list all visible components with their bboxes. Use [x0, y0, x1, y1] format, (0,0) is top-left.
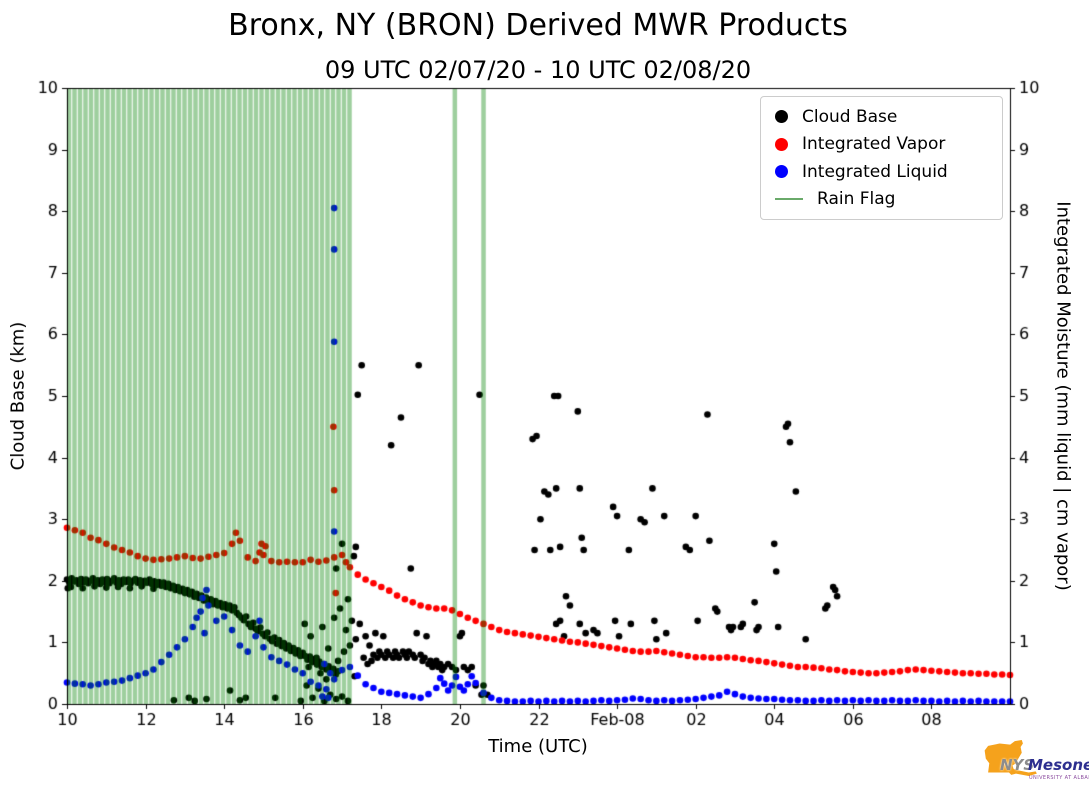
chart-subtitle: 09 UTC 02/07/20 - 10 UTC 02/08/20 [324, 56, 752, 84]
legend-item-integrated-liquid: Integrated Liquid [775, 162, 988, 182]
y-axis-label-right: Integrated Moisture (mm liquid | cm vapo… [1052, 201, 1074, 591]
legend-item-cloud-base: Cloud Base [775, 107, 988, 127]
y-axis-label-left: Cloud Base (km) [7, 321, 29, 471]
nys-mesonet-logo: NYS Mesonet UNIVERSITY AT ALBANY [980, 731, 1089, 801]
rain-flag-line-icon [775, 198, 803, 201]
logo-name-text: Mesonet [1028, 756, 1089, 774]
ny-state-icon [984, 740, 1037, 776]
integrated-vapor-dot-icon [775, 137, 788, 151]
x-axis-label: Time (UTC) [488, 736, 588, 757]
legend-item-rain-flag: Rain Flag [775, 189, 988, 209]
cloud-base-dot-icon [775, 110, 788, 124]
legend-label: Rain Flag [817, 189, 896, 210]
legend-label: Integrated Vapor [802, 134, 946, 155]
legend-label: Cloud Base [802, 106, 898, 127]
legend-label: Integrated Liquid [802, 161, 948, 182]
chart-legend: Cloud Base Integrated Vapor Integrated L… [760, 96, 1003, 220]
legend-item-integrated-vapor: Integrated Vapor [775, 134, 988, 154]
logo-org-text: NYS [1000, 756, 1035, 774]
chart-title: Bronx, NY (BRON) Derived MWR Products [228, 8, 848, 43]
logo-tagline-text: UNIVERSITY AT ALBANY [1029, 775, 1089, 781]
integrated-liquid-dot-icon [775, 165, 788, 179]
